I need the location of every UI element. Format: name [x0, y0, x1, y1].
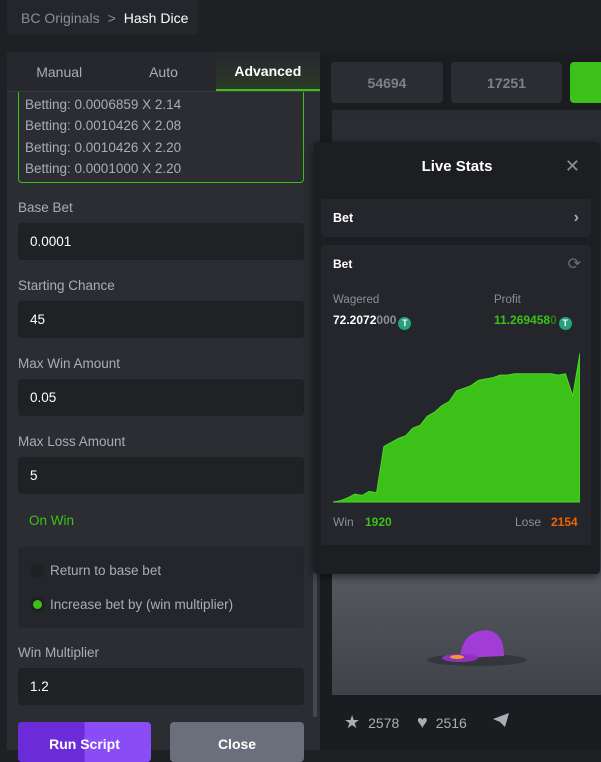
result-indicator: [570, 62, 601, 103]
starting-chance-input[interactable]: 45: [18, 301, 304, 338]
win-multiplier-input[interactable]: 1.2: [18, 668, 304, 705]
result-number: 17251: [451, 62, 562, 103]
log-line: Betting: 0.0006859 X 2.14: [25, 97, 182, 112]
radio-increase-bet[interactable]: Increase bet by (win multiplier): [30, 597, 233, 612]
tab-manual[interactable]: Manual: [36, 63, 83, 80]
run-script-button[interactable]: Run Script: [18, 722, 151, 762]
profit-chart: [333, 352, 580, 503]
win-multiplier-label: Win Multiplier: [18, 645, 100, 660]
stats-card: Bet ⟳ Wagered 72.2072000 T Profit 11.2694…: [321, 245, 591, 545]
bet-panel: Manual Auto Advanced Betting: 0.0006859 …: [7, 52, 320, 762]
scrollbar[interactable]: [313, 572, 317, 717]
live-stats-panel: Live Stats ✕ Bet › Bet ⟳ Wagered 72.20720…: [314, 142, 600, 574]
radio-label: Return to base bet: [50, 563, 162, 578]
share-button[interactable]: [492, 712, 510, 728]
tab-auto[interactable]: Auto: [149, 63, 178, 80]
lose-label: Lose: [515, 515, 542, 529]
base-bet-label: Base Bet: [18, 200, 73, 215]
wagered-value: 72.2072000 T: [333, 313, 412, 330]
wagered-label: Wagered: [333, 294, 380, 306]
breadcrumb: BC Originals > Hash Dice: [7, 0, 198, 35]
radio-return-base[interactable]: Return to base bet: [30, 563, 161, 578]
bet-selector-label: Bet: [333, 211, 354, 225]
starting-chance-label: Starting Chance: [18, 278, 115, 293]
chevron-right-icon: >: [107, 9, 116, 26]
radio-label: Increase bet by (win multiplier): [50, 597, 234, 612]
tab-advanced[interactable]: Advanced: [215, 52, 320, 91]
close-icon[interactable]: ✕: [564, 156, 580, 176]
live-stats-title: Live Stats: [421, 158, 493, 175]
max-loss-input[interactable]: 5: [18, 457, 304, 494]
heart-icon: ♥: [417, 712, 428, 732]
profit-label: Profit: [494, 294, 521, 306]
close-button[interactable]: Close: [170, 722, 304, 762]
tether-icon: T: [398, 317, 412, 330]
like-count: 2578: [368, 714, 400, 731]
win-count: 1920: [365, 515, 392, 529]
max-win-label: Max Win Amount: [18, 356, 121, 371]
profit-area: [333, 352, 580, 503]
card-title: Bet: [333, 257, 353, 271]
cap-icon: [427, 630, 527, 666]
win-label: Win: [333, 515, 354, 529]
log-line: Betting: 0.0010426 X 2.20: [25, 139, 182, 155]
script-log[interactable]: Betting: 0.0006859 X 2.14 Betting: 0.001…: [18, 92, 304, 183]
like-button[interactable]: ★ 2578: [344, 712, 399, 733]
max-win-input[interactable]: 0.05: [18, 379, 304, 416]
profit-value: 11.2694580 T: [494, 313, 572, 330]
chevron-right-icon: ›: [573, 209, 579, 226]
lose-count: 2154: [551, 515, 578, 529]
log-line: Betting: 0.0001000 X 2.20: [25, 160, 182, 176]
on-win-options: Return to base bet Increase bet by (win …: [18, 547, 304, 628]
bet-selector[interactable]: Bet ›: [321, 199, 591, 237]
breadcrumb-current: Hash Dice: [123, 9, 189, 26]
on-win-heading: On Win: [29, 513, 75, 528]
breadcrumb-parent[interactable]: BC Originals: [21, 9, 100, 26]
log-line: Betting: 0.0010426 X 2.08: [25, 118, 182, 134]
radio-icon: [30, 563, 45, 578]
base-bet-input[interactable]: 0.0001: [18, 223, 304, 260]
refresh-icon[interactable]: ⟳: [567, 256, 581, 273]
radio-checked-icon: [30, 597, 45, 612]
max-loss-label: Max Loss Amount: [18, 434, 126, 449]
tether-icon: T: [558, 317, 572, 330]
favorite-count: 2516: [435, 714, 467, 731]
result-number: 54694: [331, 62, 443, 103]
star-icon: ★: [344, 712, 361, 732]
telegram-icon: [493, 713, 509, 727]
favorite-button[interactable]: ♥ 2516: [417, 712, 467, 733]
